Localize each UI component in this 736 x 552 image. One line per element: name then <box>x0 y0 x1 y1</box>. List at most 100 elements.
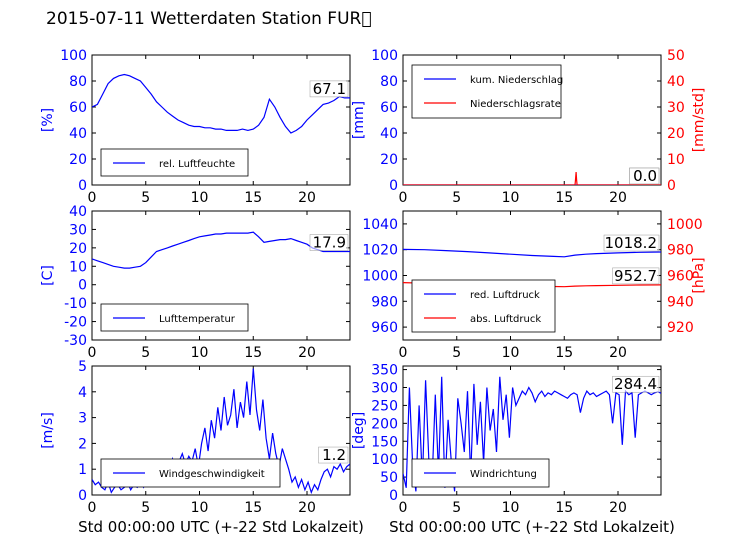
precipitation-ytick-label: 20 <box>380 152 398 168</box>
winddirection-xtick-label: 5 <box>452 500 461 516</box>
temperature-ytick-label: -20 <box>64 315 87 331</box>
winddirection-ytick-label: 350 <box>371 363 398 379</box>
temperature-ytick-label: 20 <box>69 241 87 257</box>
precipitation-ytick-label: 80 <box>380 74 398 90</box>
winddirection-xtick-label: 15 <box>555 500 573 516</box>
pressure-xtick-label: 0 <box>399 345 408 361</box>
temperature-xtick-label: 0 <box>88 345 97 361</box>
winddirection-ytick-label: 200 <box>371 416 398 432</box>
windspeed-xtick-label: 5 <box>141 500 150 516</box>
temperature-ytick-label: 40 <box>69 204 87 220</box>
pressure-legend-label-1: abs. Luftdruck <box>470 314 541 325</box>
precipitation-ytick-right-label: 20 <box>667 126 685 142</box>
windspeed-xtick-label: 0 <box>88 500 97 516</box>
page-title: 2015-07-11 Wetterdaten Station FUR  <box>46 9 372 29</box>
precipitation-value-annotation: 0.0 <box>633 167 657 185</box>
precipitation-ytick-right-label: 30 <box>667 100 685 116</box>
windspeed-value-annotation: 1.2 <box>322 446 346 464</box>
temperature-series-line-0 <box>92 231 350 269</box>
humidity-ytick-label: 100 <box>60 48 87 64</box>
windspeed-ytick-label: 1 <box>78 462 87 478</box>
winddirection-value-annotation: 284.4 <box>614 375 657 393</box>
pressure-value-annotation: 1018.2 <box>605 234 658 252</box>
pressure-ytick-right-label: 1000 <box>667 217 703 233</box>
temperature-ytick-label: 0 <box>78 278 87 294</box>
pressure-annotation-box <box>612 267 660 285</box>
precipitation-legend-label-0: kum. Niederschlag <box>470 75 563 86</box>
humidity-xtick-label: 10 <box>191 190 209 206</box>
pressure-value-annotation: 952.7 <box>614 267 657 285</box>
pressure-legend-box <box>411 279 556 333</box>
humidity-ytick-label: 0 <box>78 178 87 194</box>
pressure-ytick-right-label: 980 <box>667 243 694 259</box>
humidity-ylabel: [%] <box>40 108 56 132</box>
precipitation-xtick-label: 20 <box>609 190 627 206</box>
precipitation-xtick-label: 0 <box>399 190 408 206</box>
precipitation-ytick-label: 100 <box>371 48 398 64</box>
windspeed-ytick-label: 5 <box>78 359 87 375</box>
pressure-ytick-label: 1040 <box>362 217 398 233</box>
humidity-xtick-label: 20 <box>298 190 316 206</box>
winddirection-ytick-label: 250 <box>371 398 398 414</box>
temperature-xtick-label: 5 <box>141 345 150 361</box>
precipitation-ytick-right-label: 40 <box>667 74 685 90</box>
winddirection-xlabel: Std 00:00:00 UTC (+-22 Std Lokalzeit) <box>389 518 675 536</box>
winddirection-ytick-label: 150 <box>371 434 398 450</box>
precipitation-ytick-label: 0 <box>389 178 398 194</box>
precipitation-xtick-label: 5 <box>452 190 461 206</box>
precipitation-xtick-label: 15 <box>555 190 573 206</box>
temperature-ytick-label: 10 <box>69 259 87 275</box>
winddirection-xtick-label: 20 <box>609 500 627 516</box>
winddirection-ytick-label: 0 <box>389 488 398 504</box>
humidity-xtick-label: 0 <box>88 190 97 206</box>
temperature-annotation-box <box>309 234 349 251</box>
temperature-xtick-label: 10 <box>191 345 209 361</box>
windspeed-legend-box <box>100 458 281 488</box>
windspeed-ylabel: [m/s] <box>40 412 56 449</box>
temperature-ylabel: [C] <box>40 265 56 286</box>
windspeed-legend-label-0: Windgeschwindigkeit <box>159 469 265 480</box>
windspeed-axes-frame <box>91 365 351 496</box>
pressure-xtick-label: 15 <box>555 345 573 361</box>
windspeed-ytick-label: 2 <box>78 436 87 452</box>
pressure-ytick-label: 980 <box>371 294 398 310</box>
humidity-ytick-label: 80 <box>69 74 87 90</box>
precipitation-ytick-right-label: 10 <box>667 152 685 168</box>
windspeed-ytick-label: 3 <box>78 411 87 427</box>
humidity-annotation-box <box>309 80 349 98</box>
precipitation-ylabel: [mm] <box>351 101 367 139</box>
precipitation-ylabel-right: [mm/std] <box>691 88 707 153</box>
precipitation-ytick-label: 40 <box>380 126 398 142</box>
precipitation-ytick-right-label: 0 <box>667 178 676 194</box>
pressure-ylabel-right: [hPa] <box>691 257 707 293</box>
temperature-xtick-label: 15 <box>244 345 262 361</box>
humidity-legend-label-0: rel. Luftfeuchte <box>159 159 235 170</box>
humidity-ytick-label: 20 <box>69 152 87 168</box>
windspeed-xlabel: Std 00:00:00 UTC (+-22 Std Lokalzeit) <box>78 518 364 536</box>
temperature-legend-label-0: Lufttemperatur <box>159 314 236 325</box>
windspeed-ytick-label: 0 <box>78 488 87 504</box>
temperature-ytick-label: -30 <box>64 333 87 349</box>
pressure-ytick-label: 1020 <box>362 243 398 259</box>
precipitation-ytick-right-label: 50 <box>667 48 685 64</box>
humidity-axes-frame <box>91 54 351 186</box>
humidity-xtick-label: 5 <box>141 190 150 206</box>
winddirection-xtick-label: 10 <box>502 500 520 516</box>
windspeed-xtick-label: 10 <box>191 500 209 516</box>
windspeed-annotation-box <box>318 446 349 464</box>
winddirection-ytick-label: 300 <box>371 381 398 397</box>
winddirection-ytick-label: 100 <box>371 452 398 468</box>
precipitation-annotation-box <box>629 167 660 185</box>
pressure-ytick-right-label: 940 <box>667 294 694 310</box>
pressure-annotation-box <box>603 234 660 252</box>
pressure-xtick-label: 20 <box>609 345 627 361</box>
temperature-value-annotation: 17.9 <box>313 234 346 252</box>
humidity-value-annotation: 67.1 <box>313 80 346 98</box>
windspeed-ytick-label: 4 <box>78 385 87 401</box>
pressure-xtick-label: 10 <box>502 345 520 361</box>
precipitation-series-line-1 <box>403 171 661 185</box>
precipitation-xtick-label: 10 <box>502 190 520 206</box>
pressure-ytick-right-label: 960 <box>667 269 694 285</box>
winddirection-ytick-label: 50 <box>380 470 398 486</box>
